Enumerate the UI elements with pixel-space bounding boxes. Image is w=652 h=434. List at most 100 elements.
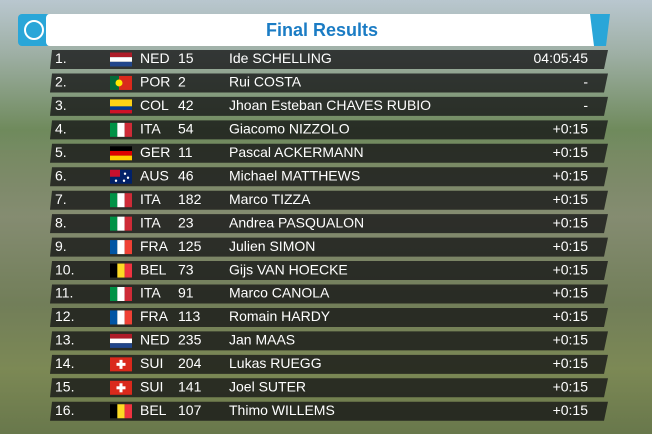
time: +0:15	[553, 379, 589, 395]
flag-stripe	[124, 216, 132, 231]
result-row: 12. FRA 113 Romain HARDY +0:15	[50, 307, 608, 327]
result-row: 2. POR 2 Rui COSTA -	[50, 73, 608, 93]
flag-stripe	[124, 404, 132, 419]
row-background	[50, 261, 608, 281]
row-background	[50, 120, 608, 140]
row-background	[50, 284, 608, 304]
row-background	[50, 96, 608, 116]
result-row: 13. NED 235 Jan MAAS +0:15	[50, 331, 608, 351]
bib-number: 73	[178, 261, 194, 277]
row-background	[50, 378, 608, 398]
flag-stripe	[117, 404, 125, 419]
title: Final Results	[266, 20, 378, 40]
bib-number: 23	[178, 214, 194, 230]
country: ITA	[140, 285, 161, 301]
time: +0:15	[553, 144, 589, 160]
result-row: 1. NED 15 Ide SCHELLING 04:05:45	[50, 50, 608, 69]
rider-name: Marco TIZZA	[229, 191, 311, 207]
result-row: 7. ITA 182 Marco TIZZA +0:15	[50, 190, 608, 210]
flag-stripe	[110, 193, 118, 208]
result-row: 10. BEL 73 Gijs VAN HOECKE +0:15	[50, 261, 608, 281]
rider-name: Gijs VAN HOECKE	[229, 261, 348, 277]
row-background	[50, 401, 608, 421]
rank: 8.	[55, 214, 67, 230]
result-row: 14. SUI 204 Lukas RUEGG +0:15	[50, 354, 608, 374]
rank: 16.	[55, 402, 74, 418]
flag-stripe	[110, 310, 118, 325]
result-row: 11. ITA 91 Marco CANOLA +0:15	[50, 284, 608, 304]
time: +0:15	[553, 191, 589, 207]
country: GER	[140, 144, 170, 160]
flag-stripe	[110, 146, 132, 151]
title-accent	[590, 14, 610, 46]
row-background	[50, 331, 608, 351]
rider-name: Joel SUTER	[229, 379, 306, 395]
flag-stripe	[110, 109, 132, 114]
time: +0:15	[553, 308, 589, 324]
time: +0:15	[553, 261, 589, 277]
country: FRA	[140, 238, 169, 254]
rank: 14.	[55, 355, 74, 371]
time: +0:15	[553, 238, 589, 254]
time: -	[583, 97, 588, 113]
flag-star	[122, 179, 126, 182]
rider-name: Romain HARDY	[229, 308, 331, 324]
country: SUI	[140, 355, 163, 371]
flag-stripe	[124, 193, 132, 208]
country: COL	[140, 97, 169, 113]
flag-field	[110, 75, 119, 90]
time: +0:15	[553, 402, 589, 418]
flag-stripe	[110, 122, 118, 137]
bib-number: 235	[178, 332, 202, 348]
time: +0:15	[553, 332, 589, 348]
row-background	[50, 214, 608, 234]
rider-name: Jan MAAS	[229, 332, 295, 348]
flag-stripe	[117, 263, 125, 278]
flag-stripe	[110, 150, 132, 156]
result-row: 8. ITA 23 Andrea PASQUALON +0:15	[50, 214, 608, 234]
flag-stripe	[117, 287, 125, 301]
country: ITA	[140, 191, 161, 207]
rank: 11.	[55, 285, 73, 301]
rider-name: Marco CANOLA	[229, 285, 330, 301]
rank: 9.	[55, 238, 67, 254]
title-bar	[46, 14, 602, 46]
rider-name: Ide SCHELLING	[229, 50, 332, 66]
flag-stripe	[110, 404, 118, 419]
country: BEL	[140, 402, 167, 418]
flag-stripe	[117, 310, 125, 325]
bib-number: 11	[178, 144, 193, 160]
rank: 5.	[55, 144, 67, 160]
rider-name: Rui COSTA	[229, 74, 302, 90]
bib-number: 125	[178, 238, 202, 254]
country: SUI	[140, 379, 163, 395]
flag-stripe	[124, 287, 132, 301]
country: NED	[140, 50, 170, 66]
bib-number: 42	[178, 97, 194, 113]
time: +0:15	[553, 121, 589, 137]
result-row: 5. GER 11 Pascal ACKERMANN +0:15	[50, 143, 608, 163]
flag-stripe	[110, 343, 132, 348]
rank: 3.	[55, 97, 67, 113]
flag-star	[114, 179, 118, 182]
flag-emblem	[115, 79, 123, 87]
country: BEL	[140, 261, 167, 277]
rider-name: Andrea PASQUALON	[229, 214, 364, 230]
flag-stripe	[117, 216, 125, 231]
rank: 10.	[55, 261, 74, 277]
logo-icon	[24, 20, 44, 40]
row-background	[50, 143, 608, 163]
time: 04:05:45	[534, 50, 589, 66]
result-row: 16. BEL 107 Thimo WILLEMS +0:15	[50, 401, 608, 421]
country: FRA	[140, 308, 169, 324]
result-row: 3. COL 42 Jhoan Esteban CHAVES RUBIO -	[50, 96, 608, 116]
time: +0:15	[553, 167, 589, 183]
rank: 13.	[55, 332, 74, 348]
rank: 7.	[55, 191, 67, 207]
rider-name: Thimo WILLEMS	[229, 402, 335, 418]
bib-number: 204	[178, 355, 202, 371]
bib-number: 91	[178, 285, 194, 301]
bib-number: 15	[178, 50, 194, 66]
